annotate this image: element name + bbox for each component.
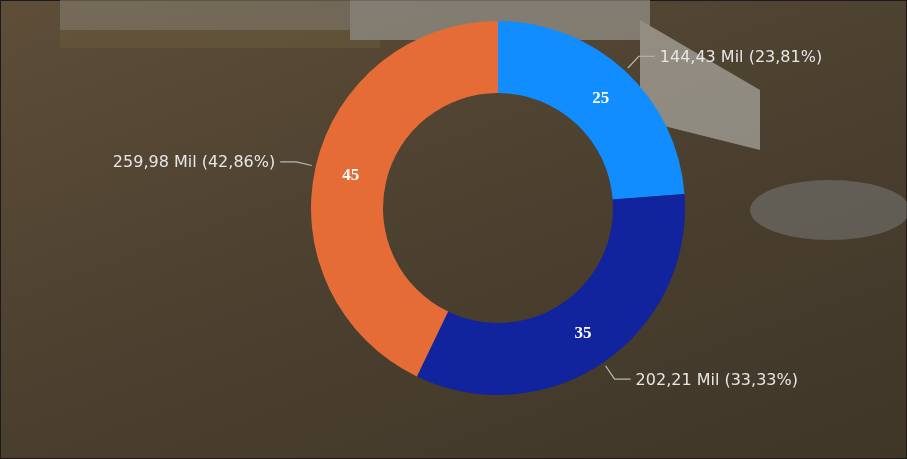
leader-line <box>606 366 631 379</box>
outer-label: 259,98 Mil (42,86%) <box>113 152 275 171</box>
outer-label: 202,21 Mil (33,33%) <box>636 370 798 389</box>
slices <box>311 21 685 395</box>
donut-chart: 25 144,43 Mil (23,81%) 35 202,21 Mil (33,33… <box>0 0 907 459</box>
labels: 25 144,43 Mil (23,81%) 35 202,21 Mil (33,33… <box>113 47 822 389</box>
leader-line <box>628 56 655 68</box>
donut-slice <box>311 21 498 376</box>
barge-rust <box>60 30 380 48</box>
outer-label: 144,43 Mil (23,81%) <box>660 47 822 66</box>
donut-slice <box>498 21 684 199</box>
data-label: 35 <box>575 323 592 342</box>
donut-slice <box>417 194 685 395</box>
data-label: 45 <box>342 165 359 184</box>
leader-line <box>280 162 312 166</box>
data-label: 25 <box>592 88 609 107</box>
wake <box>750 180 907 240</box>
barge <box>60 0 380 48</box>
chart-stage: 25 144,43 Mil (23,81%) 35 202,21 Mil (33,33… <box>0 0 907 459</box>
